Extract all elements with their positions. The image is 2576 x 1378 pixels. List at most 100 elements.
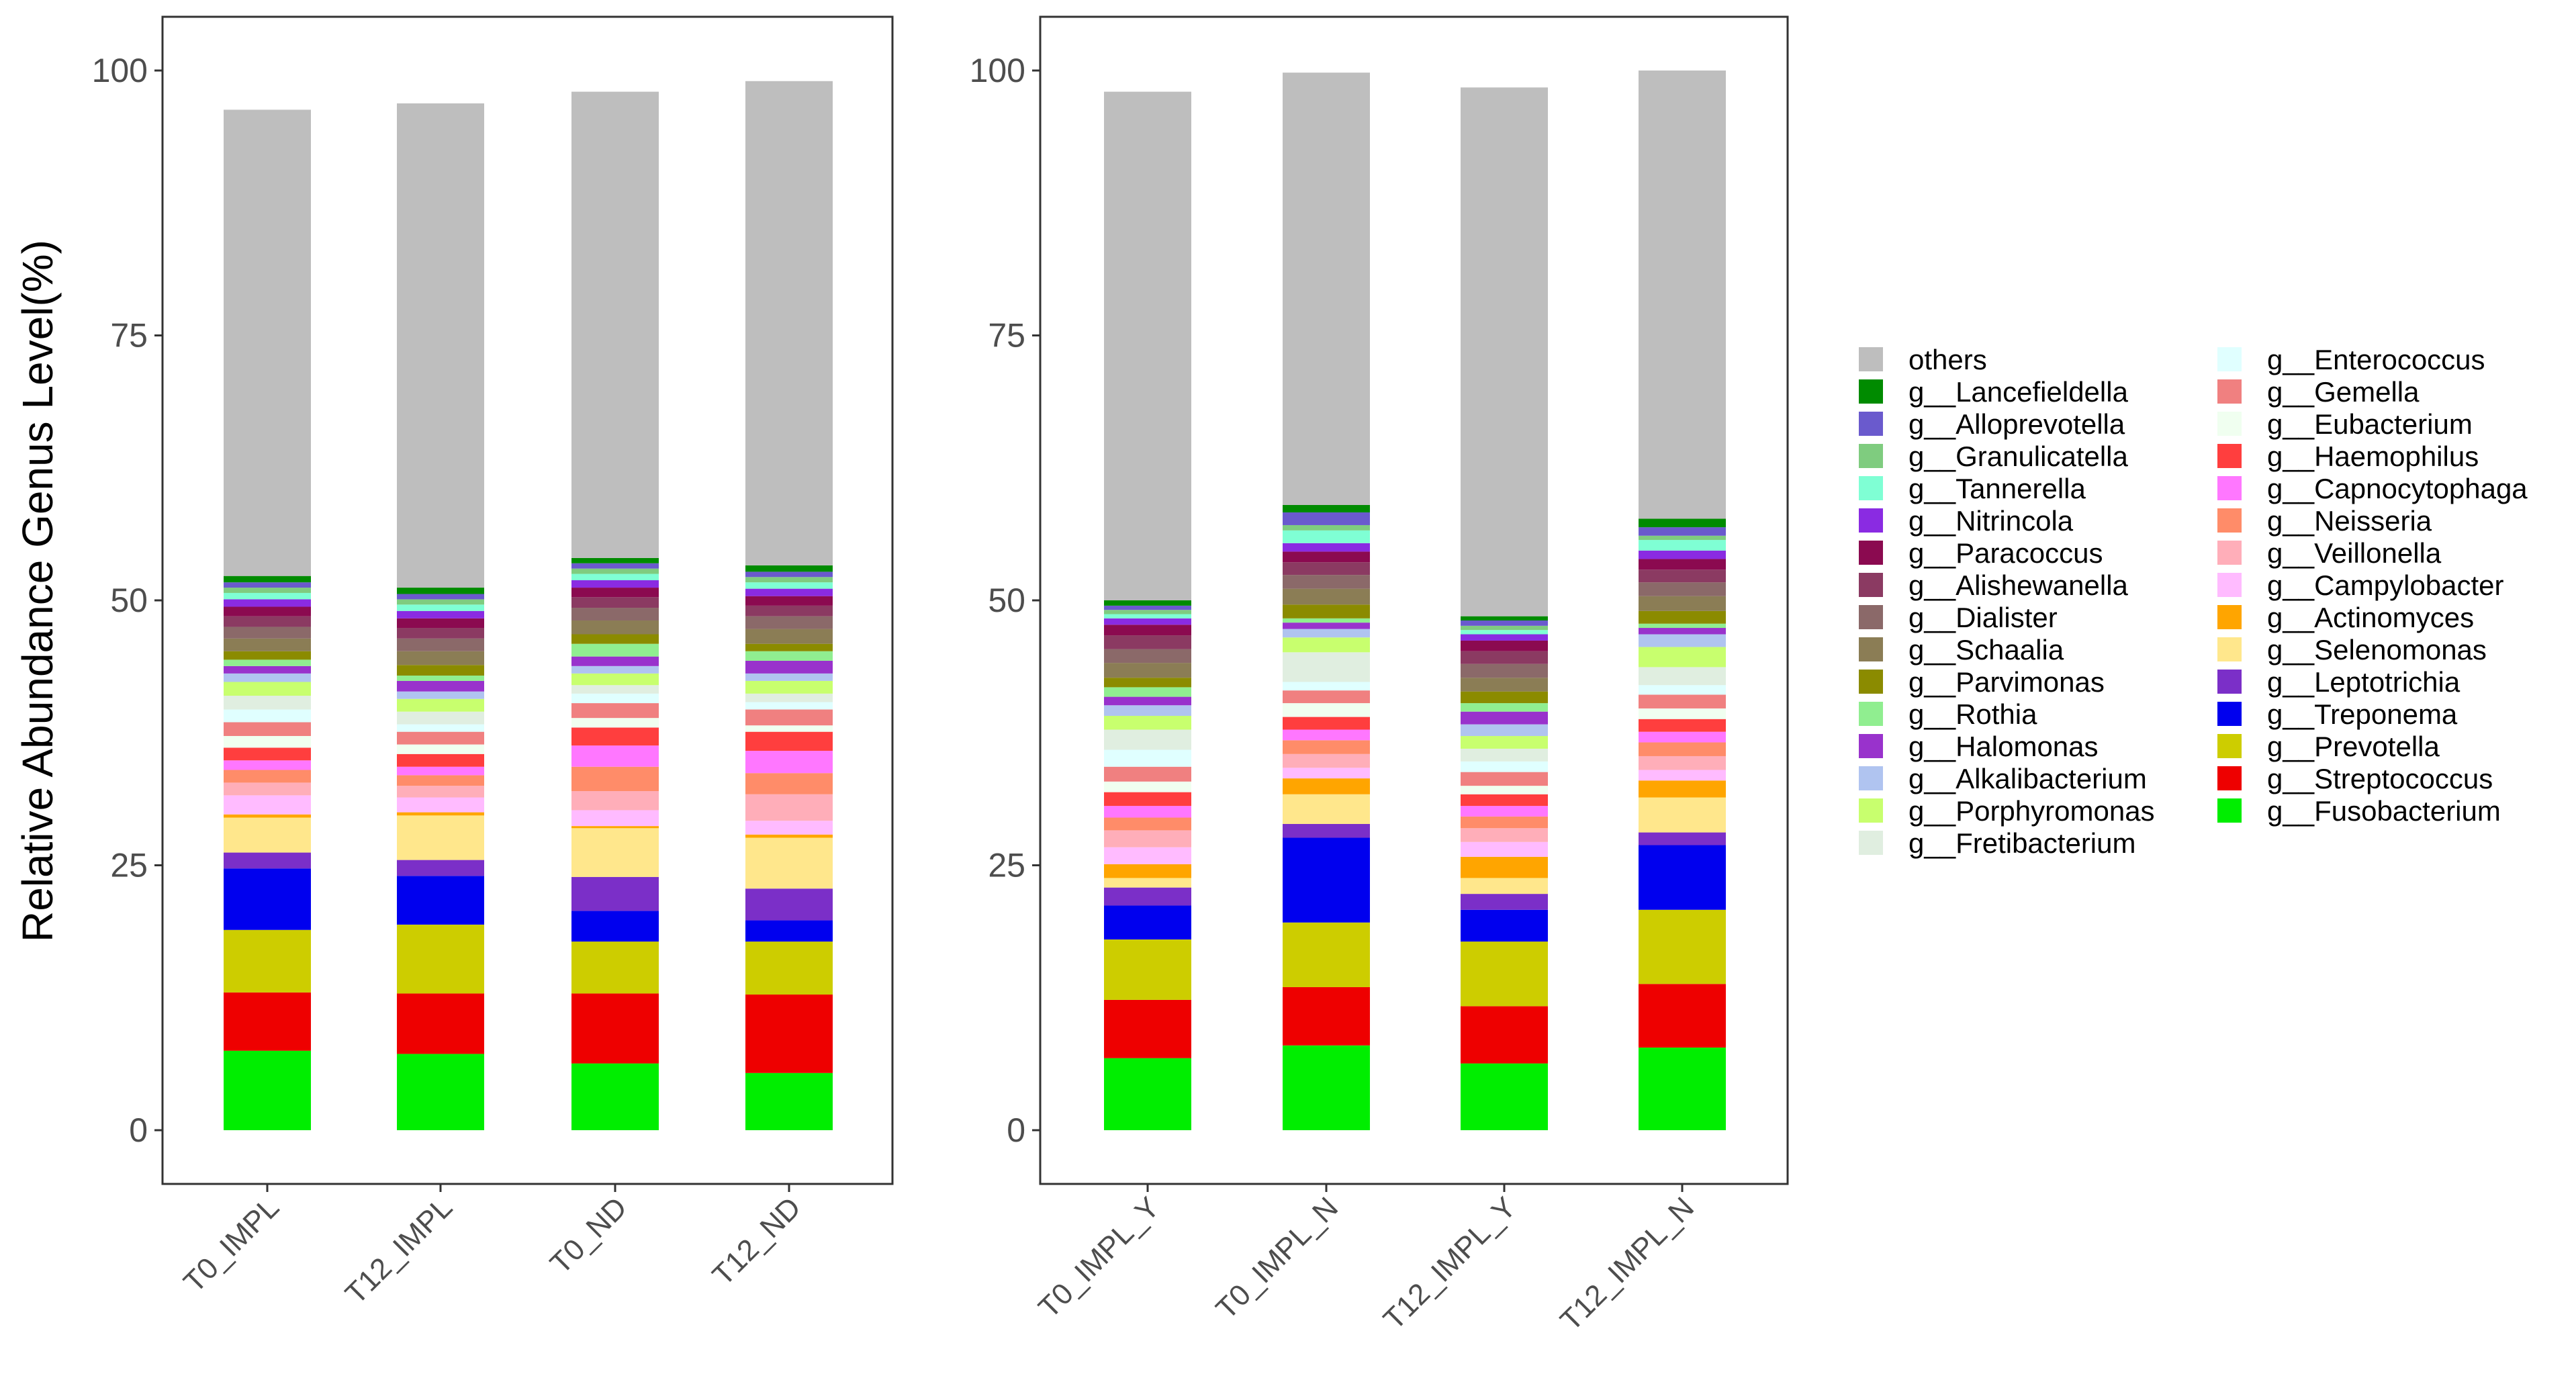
bar-segment-treponema	[571, 911, 659, 942]
bar-segment-rothia	[745, 651, 833, 661]
panel-right: 0 25 50 75 100 T0_IMPL_Y T0_IMPL_N T12_IMPL_Y T1…	[970, 15, 1789, 1337]
bar-segment-eubacterium	[1461, 786, 1548, 794]
bar-segment-actinomyces	[745, 834, 833, 838]
bar-segment-selenomonas	[1639, 797, 1726, 833]
bar-segment-paracoccus	[1461, 640, 1548, 651]
legend-swatch-porphyromonas	[1859, 798, 1883, 823]
bar-segment-selenomonas	[1104, 878, 1191, 888]
bar-segment-rothia	[1639, 623, 1726, 629]
bar-segment-veillonella	[1461, 828, 1548, 842]
bar-segment-alkalibacterium	[1461, 724, 1548, 736]
bar-segment-actinomyces	[1104, 864, 1191, 878]
bar-segment-alkalibacterium	[224, 673, 311, 682]
bar-segment-campylobacter	[1461, 841, 1548, 857]
y-tick-label: 50	[110, 582, 148, 619]
bar-segment-eubacterium	[1639, 708, 1726, 719]
bar-segment-halomonas	[1283, 623, 1370, 629]
bar-segment-halomonas	[1461, 711, 1548, 725]
bar-segment-enterococcus	[571, 693, 659, 704]
bar-segment-campylobacter	[1639, 770, 1726, 781]
bar-segment-lancefieldella	[397, 588, 484, 594]
bar-segment-actinomyces	[1639, 780, 1726, 798]
y-tick-label: 0	[129, 1111, 148, 1149]
bar-segment-fretibacterium	[1461, 748, 1548, 762]
bar-segment-alkalibacterium	[1283, 629, 1370, 638]
bar-segment-dialister	[1283, 575, 1370, 589]
legend-swatch-treponema	[2217, 702, 2242, 726]
bar-segment-veillonella	[224, 782, 311, 796]
bar-segment-haemophilus	[397, 753, 484, 767]
legend-swatch-tannerella	[1859, 476, 1883, 500]
bar-segment-campylobacter	[1104, 847, 1191, 864]
bar-segment-haemophilus	[224, 747, 311, 761]
bar-segment-nitrincola	[1283, 543, 1370, 552]
y-axis-label: Relative Abundance Genus Level(%)	[13, 240, 62, 942]
bar-segment-capnocytophaga	[1639, 731, 1726, 743]
legend-label-haemophilus: g__Haemophilus	[2267, 441, 2479, 472]
bar-segment-fusobacterium	[224, 1050, 311, 1130]
bar-segment-paracoccus	[397, 618, 484, 629]
bar-segment-haemophilus	[745, 731, 833, 751]
bar-segment-enterococcus	[745, 702, 833, 710]
bar-segment-treponema	[1461, 909, 1548, 942]
bar-segment-parvimonas	[1104, 678, 1191, 688]
bar-segment-fretibacterium	[224, 696, 311, 710]
bar-segment-enterococcus	[1104, 749, 1191, 767]
bar-segment-prevotella	[1104, 939, 1191, 1000]
bar-segment-others	[571, 91, 659, 558]
bar-segment-porphyromonas	[1283, 637, 1370, 653]
bar-segment-prevotella	[1461, 941, 1548, 1007]
bar-segment-parvimonas	[1283, 604, 1370, 618]
bar-segment-alishewanella	[571, 597, 659, 608]
bar-segment-granulicatella	[1104, 610, 1191, 614]
bar-segment-schaalia	[1283, 588, 1370, 605]
bar-segment-granulicatella	[1461, 625, 1548, 631]
legend-label-others: others	[1908, 344, 1987, 375]
bar-segment-enterococcus	[1461, 761, 1548, 772]
bar-segment-alishewanella	[1461, 651, 1548, 664]
bar-segment-paracoccus	[1104, 625, 1191, 636]
bar-segment-haemophilus	[1461, 794, 1548, 807]
bar-segment-alkalibacterium	[571, 665, 659, 674]
bar-segment-prevotella	[1283, 922, 1370, 987]
bar-segment-tannerella	[1283, 530, 1370, 543]
bar-segment-prevotella	[745, 941, 833, 995]
bar-segment-fretibacterium	[1104, 729, 1191, 750]
bar-segment-rothia	[397, 676, 484, 681]
legend-label-fretibacterium: g__Fretibacterium	[1908, 827, 2135, 859]
legend-swatch-halomonas	[1859, 734, 1883, 758]
legend-swatch-lancefieldella	[1859, 379, 1883, 404]
legend-swatch-others	[1859, 347, 1883, 371]
bar-segment-nitrincola	[1104, 618, 1191, 625]
bar-segment-streptococcus	[1283, 986, 1370, 1046]
bar-segment-veillonella	[745, 794, 833, 821]
legend-label-halomonas: g__Halomonas	[1908, 731, 2099, 762]
bar-segment-campylobacter	[571, 810, 659, 827]
x-tick-label: T0_IMPL_Y	[1032, 1191, 1166, 1324]
bar-segment-parvimonas	[1461, 691, 1548, 704]
bar-segment-rothia	[571, 643, 659, 657]
legend-label-alishewanella: g__Alishewanella	[1908, 569, 2129, 601]
bar-segment-actinomyces	[1283, 778, 1370, 794]
bar-segment-porphyromonas	[571, 673, 659, 686]
legend-label-prevotella: g__Prevotella	[2267, 731, 2440, 762]
legend-swatch-capnocytophaga	[2217, 476, 2242, 500]
bar-segment-others	[397, 103, 484, 588]
bar-segment-alkalibacterium	[397, 691, 484, 699]
bar-segment-gemella	[397, 731, 484, 745]
bar-segment-lancefieldella	[745, 565, 833, 572]
bar-segment-alloprevotella	[745, 571, 833, 578]
bar-segment-leptotrichia	[571, 876, 659, 911]
y-tick-label: 100	[970, 52, 1025, 89]
bar-segment-halomonas	[397, 680, 484, 692]
bar-segment-fusobacterium	[1461, 1063, 1548, 1130]
bar-segment-schaalia	[1104, 663, 1191, 678]
bar-segment-parvimonas	[745, 643, 833, 651]
bar-segment-alishewanella	[1104, 635, 1191, 649]
bar-segment-schaalia	[571, 620, 659, 635]
bar-segment-enterococcus	[224, 709, 311, 723]
legend-label-nitrincola: g__Nitrincola	[1908, 505, 2074, 537]
y-tick-label: 0	[1007, 1111, 1025, 1149]
y-tick-label: 50	[988, 582, 1025, 619]
bar-segment-streptococcus	[745, 995, 833, 1073]
